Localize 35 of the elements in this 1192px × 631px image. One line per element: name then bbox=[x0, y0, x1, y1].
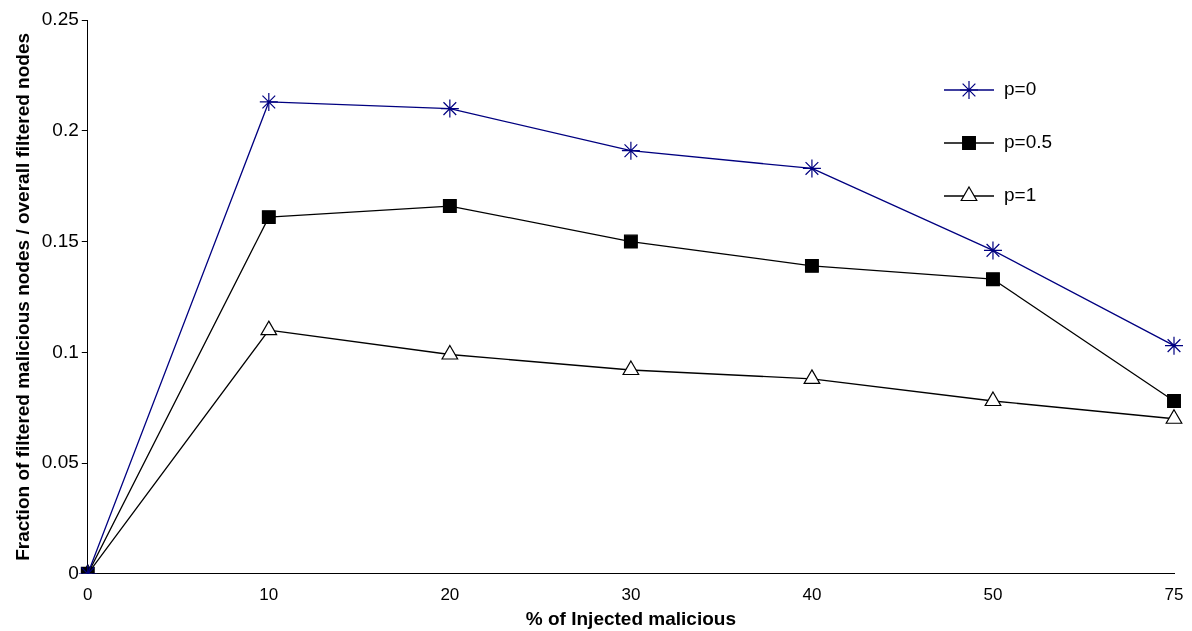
x-axis-title: % of Injected malicious bbox=[525, 607, 736, 629]
point bbox=[623, 234, 638, 249]
x-tick-label: 20 bbox=[440, 584, 460, 604]
x-tick-label: 0 bbox=[83, 584, 93, 604]
x-tick-label: 10 bbox=[259, 584, 279, 604]
point bbox=[1164, 336, 1184, 356]
point bbox=[441, 344, 459, 360]
y-tick-label: 0.2 bbox=[52, 118, 79, 140]
y-tick-label: 0 bbox=[68, 562, 79, 584]
legend-label: p=1 bbox=[1004, 184, 1037, 206]
point bbox=[983, 240, 1003, 260]
point bbox=[986, 272, 1000, 287]
y-tick-label: 0.15 bbox=[41, 229, 79, 251]
y-tick-label: 0.25 bbox=[41, 8, 79, 30]
point bbox=[259, 92, 279, 112]
x-tick-label: 50 bbox=[983, 584, 1003, 604]
point bbox=[260, 320, 278, 336]
x-tick-label: 40 bbox=[802, 584, 822, 604]
point bbox=[261, 210, 276, 225]
point bbox=[1165, 409, 1183, 424]
point bbox=[804, 258, 819, 273]
point bbox=[984, 391, 1002, 407]
point bbox=[802, 158, 822, 179]
x-tick-label: 75 bbox=[1164, 584, 1184, 604]
point bbox=[621, 141, 641, 161]
legend-label: p=0.5 bbox=[1004, 131, 1053, 153]
y-axis-title: Fraction of filtered malicious nodes / overall filtered nodes bbox=[11, 32, 33, 561]
point bbox=[622, 360, 640, 376]
y-tick-label: 0.1 bbox=[52, 340, 79, 362]
x-tick-label: 30 bbox=[621, 584, 641, 604]
point bbox=[440, 99, 460, 119]
point bbox=[442, 199, 457, 214]
y-tick-label: 0.05 bbox=[41, 451, 79, 473]
point bbox=[803, 369, 821, 384]
legend-label: p=0 bbox=[1004, 78, 1037, 100]
